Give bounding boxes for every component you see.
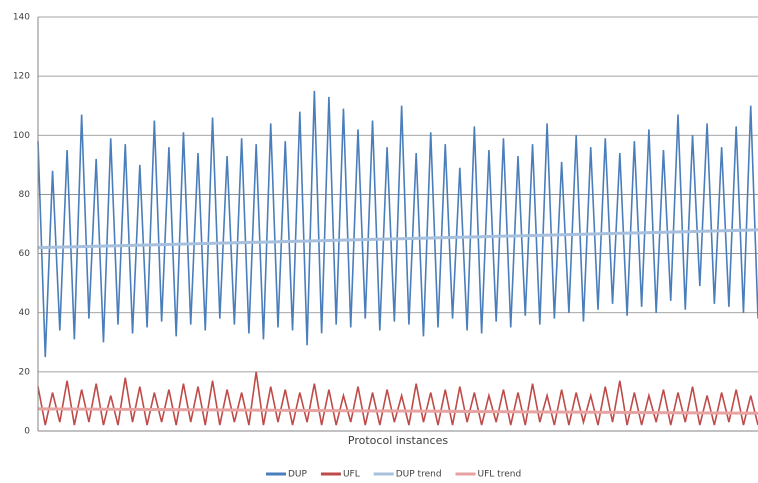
x-axis-title: Protocol instances xyxy=(348,434,448,447)
y-tick-label: 120 xyxy=(13,72,30,82)
series-line xyxy=(37,228,758,250)
y-tick-label: 0 xyxy=(24,427,30,437)
y-tick-label: 100 xyxy=(13,131,30,141)
y-tick-label: 60 xyxy=(19,249,31,259)
y-tick-label: 140 xyxy=(13,13,30,23)
plot-area xyxy=(37,90,758,426)
legend-label: UFL xyxy=(343,470,360,480)
series-line xyxy=(37,90,758,358)
legend: DUP UFL DUP trend UFL trend xyxy=(266,470,521,480)
y-tick-label: 80 xyxy=(19,190,31,200)
series-line xyxy=(37,371,758,426)
y-tick-label: 20 xyxy=(19,367,31,377)
legend-label: UFL trend xyxy=(478,470,522,480)
series-line xyxy=(37,407,758,415)
legend-label: DUP xyxy=(288,470,308,480)
legend-label: DUP trend xyxy=(396,470,442,480)
y-tick-label: 40 xyxy=(19,308,31,318)
